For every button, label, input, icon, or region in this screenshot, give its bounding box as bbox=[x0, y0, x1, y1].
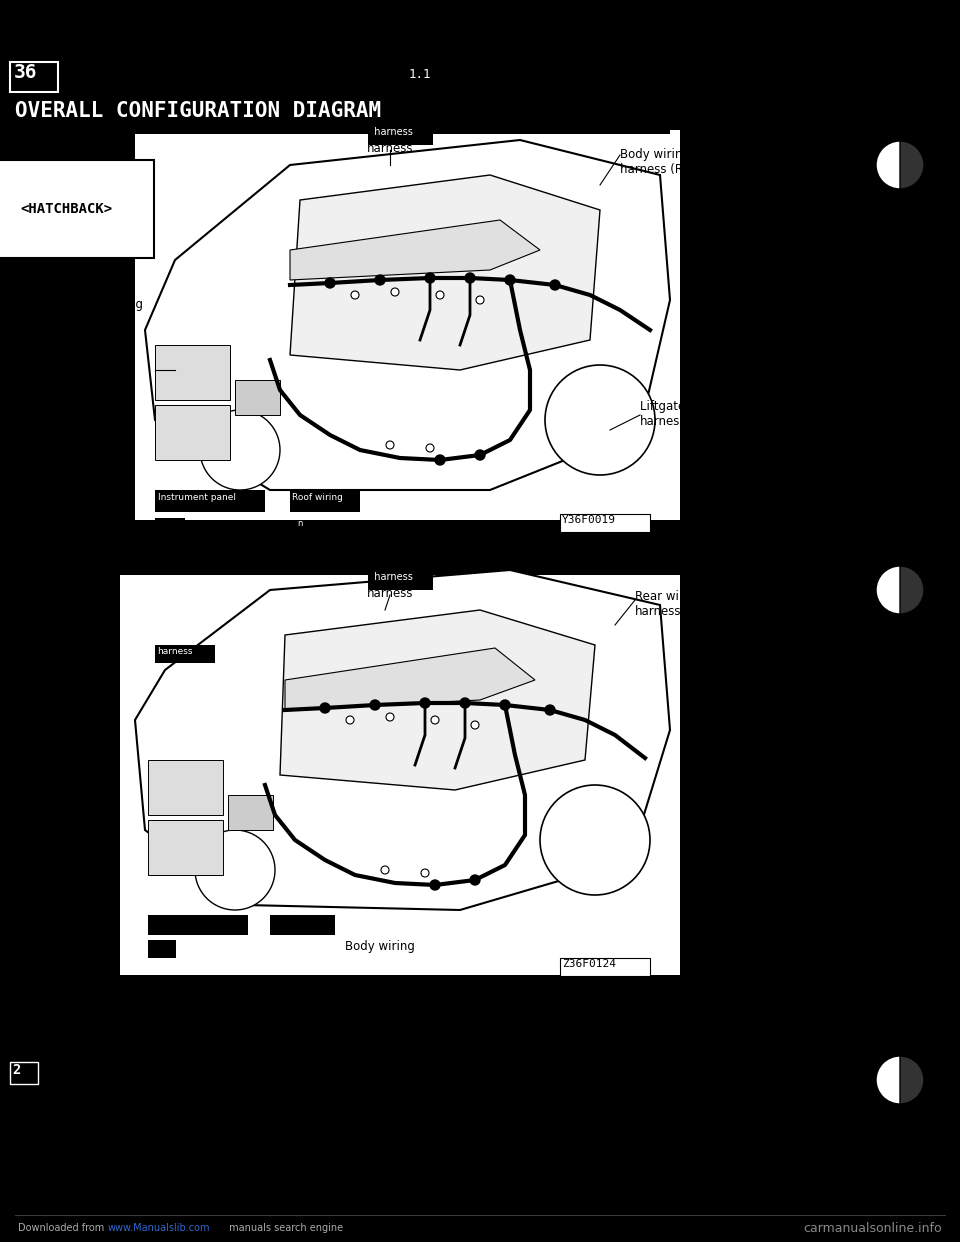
Text: Body wiring: Body wiring bbox=[345, 940, 415, 953]
Bar bbox=[148, 940, 176, 958]
Circle shape bbox=[386, 713, 394, 722]
Bar bbox=[235, 380, 280, 415]
Circle shape bbox=[470, 876, 480, 886]
Text: harness: harness bbox=[368, 127, 413, 137]
Circle shape bbox=[386, 441, 394, 450]
Text: Liftgate wiring
harness: Liftgate wiring harness bbox=[640, 400, 726, 428]
Text: Body wiring
harness (RH): Body wiring harness (RH) bbox=[620, 148, 696, 176]
Bar bbox=[135, 130, 680, 520]
Circle shape bbox=[391, 288, 399, 296]
Bar bbox=[155, 518, 185, 537]
Circle shape bbox=[476, 296, 484, 304]
Polygon shape bbox=[290, 175, 600, 370]
Polygon shape bbox=[290, 220, 540, 279]
Circle shape bbox=[460, 698, 470, 708]
Text: n: n bbox=[297, 519, 302, 528]
Bar bbox=[368, 127, 433, 145]
Text: 27: 27 bbox=[45, 1063, 62, 1077]
Text: Downloaded from: Downloaded from bbox=[18, 1223, 108, 1233]
Bar bbox=[120, 575, 680, 975]
Bar bbox=[155, 345, 230, 400]
Circle shape bbox=[430, 881, 440, 891]
Circle shape bbox=[550, 279, 560, 289]
Text: harness: harness bbox=[157, 647, 193, 656]
Circle shape bbox=[500, 700, 510, 710]
Text: Rear wiring
harness: Rear wiring harness bbox=[635, 590, 703, 619]
Text: 1.1: 1.1 bbox=[409, 68, 431, 81]
Bar bbox=[148, 760, 223, 815]
Wedge shape bbox=[900, 1056, 924, 1104]
Bar bbox=[270, 915, 335, 935]
Wedge shape bbox=[900, 142, 924, 189]
Circle shape bbox=[370, 700, 380, 710]
Circle shape bbox=[471, 722, 479, 729]
Circle shape bbox=[540, 785, 650, 895]
Circle shape bbox=[351, 291, 359, 299]
Text: manuals search engine: manuals search engine bbox=[226, 1223, 343, 1233]
Text: Control wiring
harness: Control wiring harness bbox=[60, 298, 143, 325]
Text: Instrument panel: Instrument panel bbox=[158, 493, 236, 502]
Bar bbox=[10, 62, 58, 92]
Polygon shape bbox=[285, 648, 535, 710]
Circle shape bbox=[436, 291, 444, 299]
Circle shape bbox=[475, 450, 485, 460]
Polygon shape bbox=[280, 610, 595, 790]
Bar bbox=[0, 0, 960, 55]
Bar bbox=[148, 915, 248, 935]
Text: www.Manualslib.com: www.Manualslib.com bbox=[108, 1223, 210, 1233]
Circle shape bbox=[545, 365, 655, 474]
Circle shape bbox=[420, 698, 430, 708]
Circle shape bbox=[876, 566, 924, 614]
Circle shape bbox=[505, 274, 515, 284]
Text: Z36F0124: Z36F0124 bbox=[562, 959, 616, 969]
Text: Y36F0019: Y36F0019 bbox=[562, 515, 616, 525]
Text: harness: harness bbox=[368, 573, 413, 582]
Bar bbox=[560, 514, 650, 532]
Circle shape bbox=[381, 866, 389, 874]
Bar bbox=[155, 491, 265, 512]
Polygon shape bbox=[135, 570, 670, 910]
Text: carmanualsonline.info: carmanualsonline.info bbox=[804, 1221, 942, 1235]
Text: harness: harness bbox=[367, 142, 413, 155]
Bar bbox=[560, 958, 650, 976]
Circle shape bbox=[425, 273, 435, 283]
Text: harness: harness bbox=[367, 587, 413, 600]
Circle shape bbox=[320, 703, 330, 713]
Circle shape bbox=[426, 443, 434, 452]
Wedge shape bbox=[900, 566, 924, 614]
Bar bbox=[10, 101, 670, 134]
Circle shape bbox=[375, 274, 385, 284]
Bar bbox=[155, 405, 230, 460]
Circle shape bbox=[431, 715, 439, 724]
Bar bbox=[155, 645, 215, 663]
Bar bbox=[290, 491, 360, 512]
Bar bbox=[368, 573, 433, 590]
Text: <HATCHBACK>: <HATCHBACK> bbox=[20, 202, 112, 216]
Circle shape bbox=[876, 1056, 924, 1104]
Circle shape bbox=[545, 705, 555, 715]
Bar bbox=[10, 1062, 38, 1084]
Bar bbox=[148, 820, 223, 876]
Text: Roof wiring: Roof wiring bbox=[292, 493, 343, 502]
Circle shape bbox=[876, 142, 924, 189]
Text: OVERALL CONFIGURATION DIAGRAM: OVERALL CONFIGURATION DIAGRAM bbox=[15, 101, 381, 120]
Bar bbox=[228, 795, 273, 830]
Circle shape bbox=[465, 273, 475, 283]
Text: 36: 36 bbox=[14, 63, 37, 82]
Text: 2: 2 bbox=[12, 1063, 20, 1077]
Circle shape bbox=[200, 410, 280, 491]
Circle shape bbox=[346, 715, 354, 724]
Circle shape bbox=[325, 278, 335, 288]
Circle shape bbox=[195, 830, 275, 910]
Polygon shape bbox=[145, 140, 670, 491]
Circle shape bbox=[421, 869, 429, 877]
Circle shape bbox=[435, 455, 445, 465]
